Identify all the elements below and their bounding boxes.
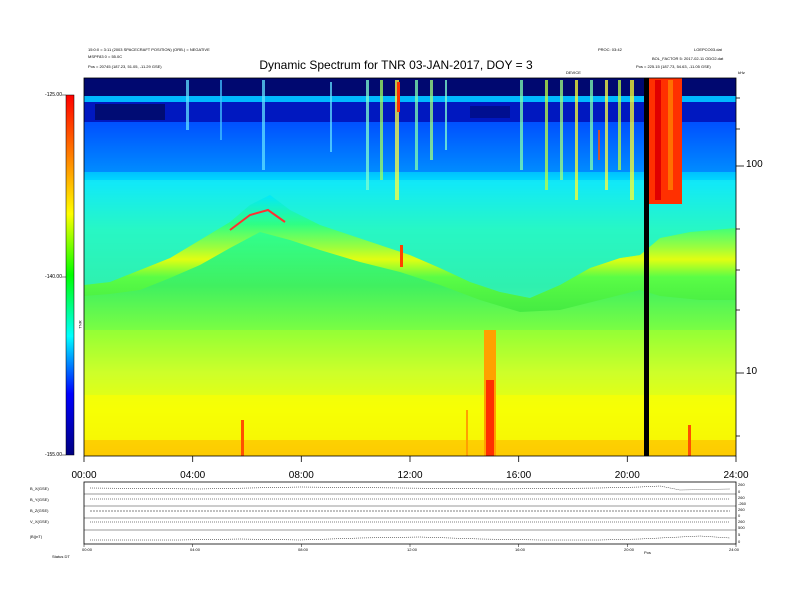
x-tick-label: 24:00	[723, 470, 749, 481]
colorbar-tick-label: -155.00	[45, 452, 62, 458]
panel-right-label: 260	[738, 507, 745, 512]
panel-label: V_X(GSE)	[30, 519, 49, 524]
bottom-panels	[83, 481, 737, 547]
panel-right-label: 260	[738, 482, 745, 487]
header-right-line1: PROC: 03:42	[598, 47, 622, 52]
panel-right-label: 500	[738, 525, 745, 530]
x-tick-label: 20:00	[614, 470, 640, 481]
header-left-line1: 15:0:0 = 3:11 (2003 SPACECRAFT POSITION)…	[88, 47, 210, 52]
colorbar-ticks	[62, 94, 66, 456]
header-left-line3: Pos = 20745 (187.23, 51.05, -11.29 GSE)	[88, 64, 162, 69]
footer-left: Status DT	[52, 554, 70, 559]
panel-label: |B|(nT)	[30, 534, 43, 539]
panel-label: B_Y(GSE)	[30, 497, 49, 502]
x-tick-label: 00:00	[71, 470, 97, 481]
y-unit-label: kHz	[738, 70, 745, 75]
bottom-tick-label: 24:00	[729, 547, 740, 552]
header-left-line2: MSPF83 0 = 55.0C	[88, 54, 123, 59]
panel-label: B_X(GSE)	[30, 486, 49, 491]
footer-mid: Pos	[644, 550, 651, 555]
header-right-line3: BOL_FACTOR 5: 2017-02-11 ODO2.dat	[652, 56, 724, 61]
bottom-tick-label: 08:00	[298, 547, 309, 552]
x-tick-label: 08:00	[288, 470, 314, 481]
colorbar-tick-label: -125.00	[45, 92, 62, 98]
y-axis-ticks	[736, 97, 744, 437]
panel-right-label: 260	[738, 495, 745, 500]
y-tick-label: 10	[746, 366, 758, 377]
colorbar-label: TNR	[77, 320, 83, 329]
panel-right-label: -260	[738, 501, 747, 506]
x-tick-label: 16:00	[506, 470, 532, 481]
header-right-line2: LOEPCO03.dat	[694, 47, 722, 52]
bottom-tick-label: 16:00	[515, 547, 526, 552]
colorbar	[65, 94, 75, 456]
bottom-tick-label: 20:00	[624, 547, 635, 552]
header-right-line4: Pos = 225.15 (187.73, 54.63, -11.05 GSE)	[636, 64, 711, 69]
panel-right-label: 0	[738, 489, 741, 494]
panel-right-label: 0	[738, 513, 741, 518]
marker-mid: DEVICE	[566, 70, 581, 75]
x-axis-ticks	[83, 456, 737, 462]
x-tick-label: 12:00	[397, 470, 423, 481]
panel-right-label: 5	[738, 532, 741, 537]
panel-label: B_Z(GSE)	[30, 508, 49, 513]
bottom-tick-label: 04:00	[190, 547, 201, 552]
bottom-tick-label: 00:00	[82, 547, 93, 552]
panel-right-label: 260	[738, 519, 745, 524]
bottom-tick-label: 12:00	[407, 547, 418, 552]
y-tick-label: 100	[746, 159, 763, 170]
chart-title: Dynamic Spectrum for TNR 03-JAN-2017, DO…	[259, 58, 533, 72]
x-tick-label: 04:00	[180, 470, 206, 481]
spectrogram	[84, 78, 736, 456]
colorbar-tick-label: -140.00	[45, 274, 62, 280]
panel-right-label: 0	[738, 539, 741, 544]
